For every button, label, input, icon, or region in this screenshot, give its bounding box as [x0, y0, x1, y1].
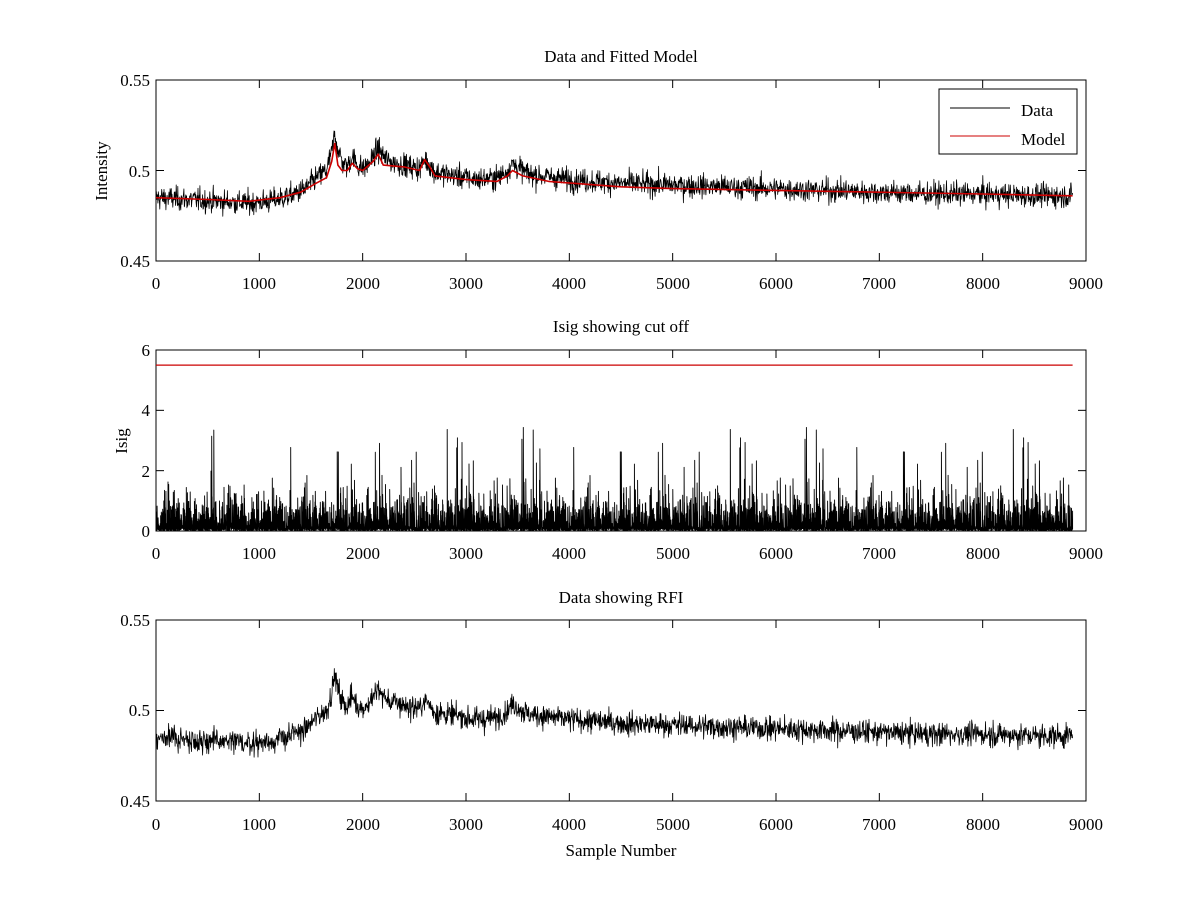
xtick-label: 0	[152, 815, 161, 834]
ytick-label: 0.5	[129, 162, 150, 181]
series-line-data	[155, 130, 1073, 217]
xtick-label: 9000	[1069, 544, 1103, 563]
title-3: Data showing RFI	[559, 588, 684, 607]
panel-data-fitted-model: Data and Fitted Model Intensity 0.45 0.5…	[92, 47, 1103, 293]
xtick-label: 3000	[449, 815, 483, 834]
ytick-label: 4	[142, 401, 151, 420]
xtick-label: 3000	[449, 274, 483, 293]
xtick-label: 7000	[862, 544, 896, 563]
ytick-label: 0.5	[129, 701, 150, 720]
xtick-label: 8000	[966, 544, 1000, 563]
xlabel-3: Sample Number	[566, 841, 677, 860]
legend-label-model: Model	[1021, 130, 1066, 149]
xtick-label: 5000	[656, 544, 690, 563]
legend: Data Model	[938, 88, 1078, 155]
series-group-1	[155, 130, 1073, 217]
ticks-3: 0.45 0.5 0.55 0 1000 2000 3000 4000 5000…	[120, 611, 1103, 834]
ticks-2: 0 2 4 6 0 1000 2000 3000 4000 5000 6000 …	[142, 341, 1104, 563]
xtick-label: 8000	[966, 274, 1000, 293]
series-line-model	[155, 142, 1073, 203]
xtick-label: 5000	[656, 815, 690, 834]
ylabel-1: Intensity	[92, 141, 111, 201]
series-line-data-rfi	[155, 668, 1073, 758]
title-1: Data and Fitted Model	[544, 47, 698, 66]
title-2: Isig showing cut off	[553, 317, 689, 336]
xtick-label: 2000	[346, 544, 380, 563]
panel-isig-cutoff: Isig showing cut off Isig 0 2 4 6 0 1000…	[112, 317, 1103, 563]
series-group-3	[155, 668, 1073, 758]
ytick-label: 0.55	[120, 611, 150, 630]
xtick-label: 7000	[862, 815, 896, 834]
ylabel-2: Isig	[112, 428, 131, 454]
xtick-label: 9000	[1069, 274, 1103, 293]
xtick-label: 5000	[656, 274, 690, 293]
ticks-1: 0.45 0.5 0.55 0 1000 2000 3000 4000 5000…	[120, 71, 1103, 293]
series-group-2	[155, 364, 1074, 532]
ytick-label: 6	[142, 341, 151, 360]
xtick-label: 0	[152, 544, 161, 563]
plot-area-3	[155, 619, 1087, 802]
xtick-label: 4000	[552, 544, 586, 563]
xtick-label: 6000	[759, 274, 793, 293]
xtick-label: 1000	[242, 815, 276, 834]
series-line-isig	[155, 426, 1074, 532]
legend-label-data: Data	[1021, 101, 1054, 120]
xtick-label: 4000	[552, 815, 586, 834]
ytick-label: 0	[142, 522, 151, 541]
panel-data-rfi: Data showing RFI Sample Number 0.45 0.5 …	[120, 588, 1103, 860]
xtick-label: 8000	[966, 815, 1000, 834]
xtick-label: 3000	[449, 544, 483, 563]
xtick-label: 1000	[242, 274, 276, 293]
xtick-label: 2000	[346, 815, 380, 834]
xtick-label: 4000	[552, 274, 586, 293]
xtick-label: 9000	[1069, 815, 1103, 834]
xtick-label: 6000	[759, 544, 793, 563]
xtick-label: 0	[152, 274, 161, 293]
xtick-label: 2000	[346, 274, 380, 293]
xtick-label: 6000	[759, 815, 793, 834]
ytick-label: 0.45	[120, 252, 150, 271]
ytick-label: 0.45	[120, 792, 150, 811]
ytick-label: 2	[142, 462, 151, 481]
xtick-label: 7000	[862, 274, 896, 293]
xtick-label: 1000	[242, 544, 276, 563]
legend-box	[938, 88, 1078, 155]
ytick-label: 0.55	[120, 71, 150, 90]
